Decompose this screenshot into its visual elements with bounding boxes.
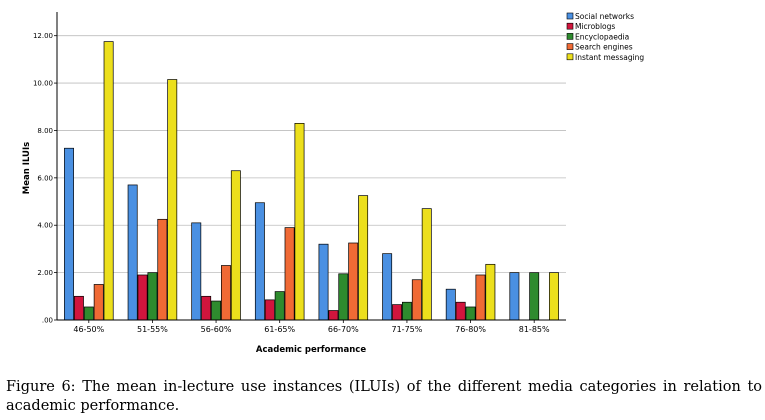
bar-encyclopaedia-76-80% — [465, 306, 476, 321]
x-axis-title: Academic performance — [256, 345, 366, 355]
legend-label: Encyclopaedia — [575, 32, 629, 41]
bar-microblogs-66-70% — [328, 310, 339, 321]
bar-encyclopaedia-71-75% — [401, 301, 412, 321]
bar-microblogs-56-60% — [201, 295, 212, 321]
bar-encyclopaedia-56-60% — [211, 300, 222, 321]
x-tick-label: 56-60% — [201, 325, 232, 334]
legend-swatch — [566, 22, 574, 30]
bar-social-networks-76-80% — [445, 288, 456, 321]
x-tick-label: 71-75% — [392, 325, 423, 334]
bar-social-networks-51-55% — [127, 184, 138, 321]
y-axis-ticks: .00 2.00 4.00 6.00 8.00 10.00 12.00 — [33, 32, 57, 325]
bar-social-networks-81-85% — [509, 272, 520, 321]
bar-instant-messaging-51-55% — [167, 79, 178, 321]
bar-encyclopaedia-51-55% — [147, 272, 158, 321]
bar-search-engines-51-55% — [157, 218, 168, 321]
bar-search-engines-66-70% — [348, 242, 359, 321]
bar-encyclopaedia-46-50% — [83, 306, 94, 321]
bar-instant-messaging-56-60% — [230, 170, 241, 321]
bar-instant-messaging-76-80% — [485, 263, 496, 321]
bar-instant-messaging-61-65% — [294, 123, 305, 321]
bar-social-networks-66-70% — [318, 243, 329, 321]
bar-search-engines-46-50% — [93, 284, 104, 321]
x-tick-label: 51-55% — [137, 325, 168, 334]
gridlines — [57, 35, 566, 274]
bar-instant-messaging-81-85% — [549, 272, 559, 321]
bar-microblogs-61-65% — [264, 299, 275, 321]
y-axis-title: Mean ILUIs — [22, 142, 32, 194]
bar-instant-messaging-71-75% — [421, 208, 432, 321]
bar-encyclopaedia-81-85% — [529, 272, 540, 321]
y-tick-label: 4.00 — [37, 222, 53, 230]
bar-encyclopaedia-66-70% — [338, 273, 349, 321]
bar-instant-messaging-66-70% — [358, 195, 369, 321]
x-tick-label: 46-50% — [73, 325, 104, 334]
y-tick-label: 8.00 — [37, 127, 53, 135]
x-tick-label: 76-80% — [455, 325, 486, 334]
legend-swatch — [566, 53, 574, 61]
bar-social-networks-71-75% — [382, 253, 393, 321]
bar-microblogs-46-50% — [73, 295, 84, 321]
bar-microblogs-51-55% — [137, 274, 148, 321]
bar-encyclopaedia-61-65% — [274, 291, 285, 321]
legend-swatch — [566, 33, 574, 40]
bar-chart: .00 2.00 4.00 6.00 8.00 10.00 12.00 46-50% 51-5… — [22, 12, 644, 355]
y-tick-label: .00 — [42, 317, 53, 325]
figure-caption: Figure 6: The mean in-lecture use instan… — [6, 379, 762, 414]
y-tick-label: 12.00 — [33, 32, 53, 40]
legend-label: Instant messaging — [575, 53, 644, 62]
legend-label: Microblogs — [575, 22, 615, 31]
bar-social-networks-56-60% — [191, 222, 202, 321]
y-tick-label: 2.00 — [37, 269, 53, 277]
x-tick-label: 66-70% — [328, 325, 359, 334]
y-tick-label: 10.00 — [33, 80, 53, 88]
bar-microblogs-76-80% — [455, 301, 466, 321]
bar-microblogs-71-75% — [392, 304, 402, 321]
bar-instant-messaging-46-50% — [103, 41, 114, 321]
bar-search-engines-71-75% — [411, 279, 422, 321]
bar-social-networks-61-65% — [254, 202, 265, 321]
y-tick-label: 6.00 — [37, 174, 53, 182]
legend-swatch — [566, 12, 574, 20]
bar-search-engines-61-65% — [284, 227, 295, 321]
bar-social-networks-46-50% — [64, 147, 74, 321]
bar-search-engines-56-60% — [221, 265, 231, 321]
legend-label: Social networks — [575, 12, 634, 21]
legend-label: Search engines — [575, 43, 633, 52]
x-tick-label: 61-65% — [264, 325, 295, 334]
x-axis-ticks: 46-50% 51-55% 56-60% 61-65% 66-70% 71-75% 76-8… — [73, 320, 550, 334]
legend-swatch — [566, 43, 574, 50]
x-tick-label: 81-85% — [519, 325, 550, 334]
bar-search-engines-76-80% — [475, 274, 486, 321]
